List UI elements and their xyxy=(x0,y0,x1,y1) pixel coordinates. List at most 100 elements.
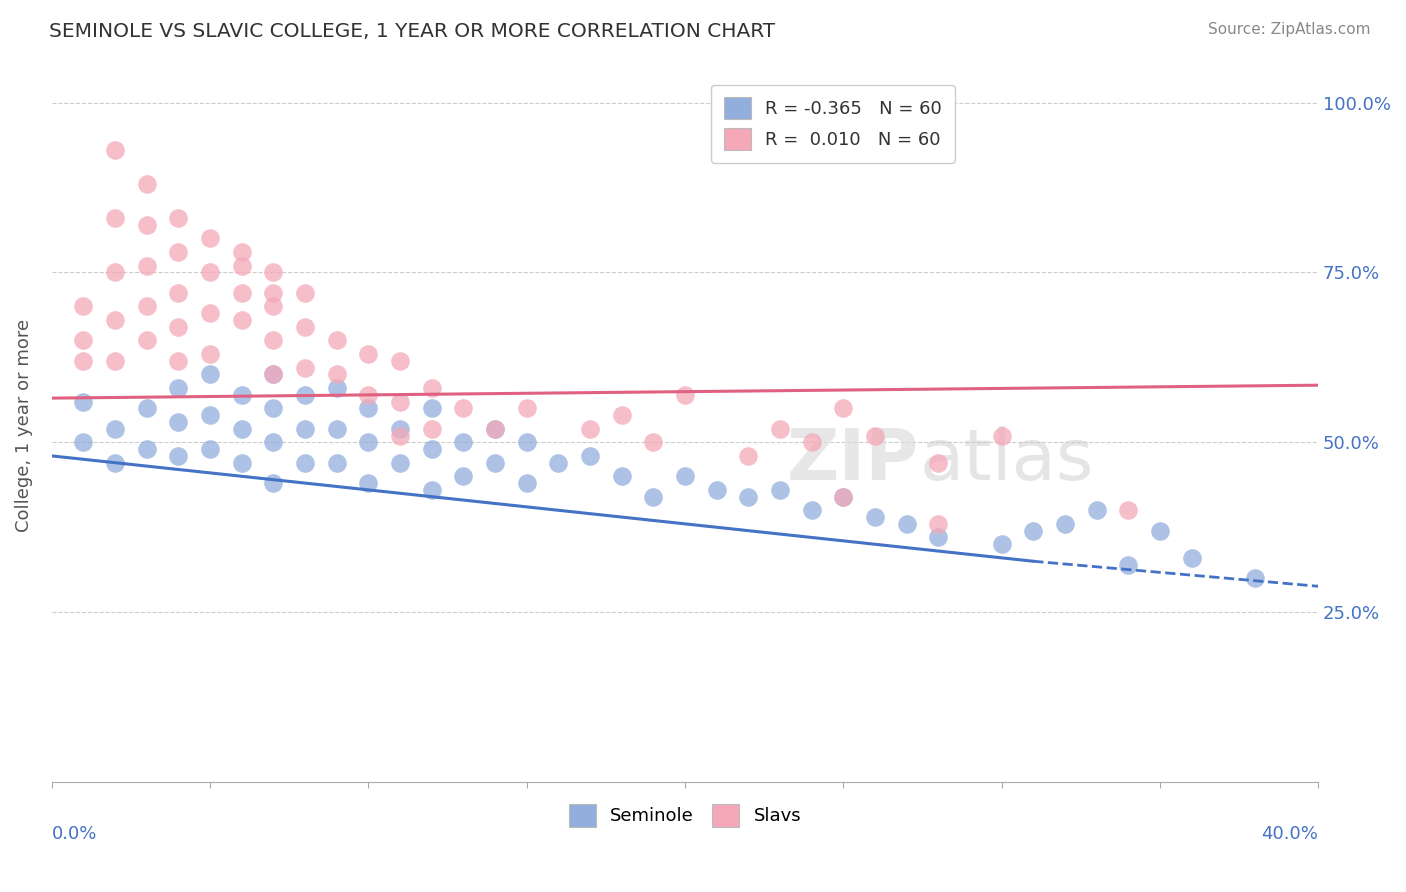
Text: 0.0%: 0.0% xyxy=(52,825,97,843)
Point xyxy=(104,353,127,368)
Text: ZIP: ZIP xyxy=(786,426,918,495)
Point xyxy=(104,211,127,225)
Point xyxy=(198,442,221,456)
Point xyxy=(104,143,127,157)
Point xyxy=(262,435,284,450)
Point xyxy=(453,469,475,483)
Point xyxy=(547,456,569,470)
Point xyxy=(610,408,633,422)
Point xyxy=(357,347,380,361)
Point xyxy=(262,368,284,382)
Point xyxy=(104,265,127,279)
Point xyxy=(579,449,602,463)
Point xyxy=(167,353,190,368)
Point xyxy=(927,516,949,531)
Point xyxy=(516,476,538,491)
Point xyxy=(135,218,157,232)
Point xyxy=(135,177,157,191)
Point xyxy=(357,435,380,450)
Point xyxy=(325,381,347,395)
Point xyxy=(832,401,855,416)
Point xyxy=(325,456,347,470)
Point xyxy=(167,245,190,260)
Point xyxy=(262,368,284,382)
Point xyxy=(198,408,221,422)
Point xyxy=(832,490,855,504)
Point xyxy=(516,435,538,450)
Point xyxy=(832,490,855,504)
Point xyxy=(673,388,696,402)
Point xyxy=(231,285,253,300)
Point xyxy=(198,347,221,361)
Point xyxy=(167,381,190,395)
Point xyxy=(990,537,1012,551)
Point xyxy=(1116,558,1139,572)
Point xyxy=(262,285,284,300)
Point xyxy=(294,456,316,470)
Point xyxy=(167,211,190,225)
Text: SEMINOLE VS SLAVIC COLLEGE, 1 YEAR OR MORE CORRELATION CHART: SEMINOLE VS SLAVIC COLLEGE, 1 YEAR OR MO… xyxy=(49,22,775,41)
Point xyxy=(167,415,190,429)
Point xyxy=(769,422,792,436)
Point xyxy=(262,299,284,313)
Point xyxy=(484,456,506,470)
Point xyxy=(294,388,316,402)
Point xyxy=(325,422,347,436)
Point xyxy=(737,490,759,504)
Point xyxy=(231,422,253,436)
Point xyxy=(262,476,284,491)
Legend: Seminole, Slavs: Seminole, Slavs xyxy=(561,797,808,834)
Point xyxy=(420,401,443,416)
Point xyxy=(167,449,190,463)
Point xyxy=(863,428,886,442)
Point xyxy=(769,483,792,497)
Point xyxy=(388,353,411,368)
Point xyxy=(231,313,253,327)
Point xyxy=(294,360,316,375)
Point xyxy=(262,265,284,279)
Point xyxy=(388,456,411,470)
Point xyxy=(800,435,823,450)
Point xyxy=(800,503,823,517)
Point xyxy=(135,442,157,456)
Point xyxy=(453,401,475,416)
Point xyxy=(135,299,157,313)
Point xyxy=(484,422,506,436)
Point xyxy=(706,483,728,497)
Point xyxy=(104,456,127,470)
Point xyxy=(737,449,759,463)
Point xyxy=(231,259,253,273)
Point xyxy=(420,422,443,436)
Point xyxy=(325,334,347,348)
Point xyxy=(990,428,1012,442)
Point xyxy=(72,435,94,450)
Point xyxy=(198,306,221,320)
Point xyxy=(262,401,284,416)
Point xyxy=(388,422,411,436)
Point xyxy=(1149,524,1171,538)
Point xyxy=(357,476,380,491)
Point xyxy=(927,456,949,470)
Point xyxy=(1053,516,1076,531)
Point xyxy=(927,531,949,545)
Point xyxy=(135,401,157,416)
Point xyxy=(231,245,253,260)
Point xyxy=(1022,524,1045,538)
Point xyxy=(72,299,94,313)
Point xyxy=(643,490,665,504)
Point xyxy=(198,368,221,382)
Text: 40.0%: 40.0% xyxy=(1261,825,1319,843)
Point xyxy=(610,469,633,483)
Point xyxy=(579,422,602,436)
Point xyxy=(72,334,94,348)
Point xyxy=(1116,503,1139,517)
Point xyxy=(294,285,316,300)
Point xyxy=(453,435,475,450)
Text: atlas: atlas xyxy=(920,426,1094,495)
Y-axis label: College, 1 year or more: College, 1 year or more xyxy=(15,318,32,532)
Point xyxy=(167,319,190,334)
Point xyxy=(484,422,506,436)
Point xyxy=(643,435,665,450)
Point xyxy=(198,265,221,279)
Point xyxy=(135,334,157,348)
